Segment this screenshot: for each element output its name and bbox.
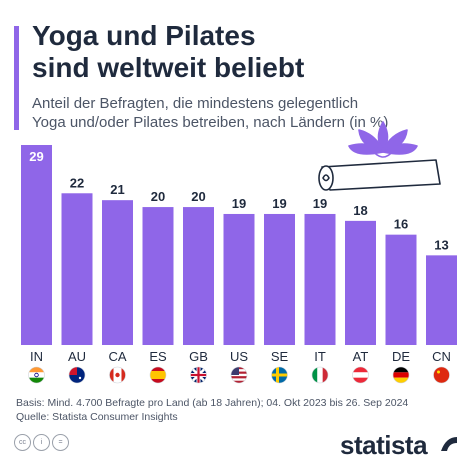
value-label-es: 20 — [151, 189, 165, 204]
lotus-illustration — [318, 121, 441, 191]
bar-it — [304, 213, 336, 345]
category-label-au: AU — [68, 349, 86, 364]
spain-flag-icon — [149, 366, 167, 384]
basis-note: Basis: Mind. 4.700 Befragte pro Land (ab… — [16, 397, 409, 409]
bar-at — [345, 220, 376, 345]
category-label-at: AT — [353, 349, 369, 364]
category-label-ca: CA — [108, 349, 126, 364]
chart-footer: Basis: Mind. 4.700 Befragte pro Land (ab… — [16, 396, 408, 424]
category-label-de: DE — [392, 349, 410, 364]
title-line-1: Yoga und Pilates — [32, 20, 256, 51]
value-label-au: 22 — [70, 175, 84, 190]
category-label-gb: GB — [189, 349, 208, 364]
category-label-us: US — [230, 349, 248, 364]
austria-flag-icon — [352, 366, 369, 384]
sweden-flag-icon — [271, 366, 288, 384]
subtitle-line-2: Yoga und/oder Pilates betreiben, nach Lä… — [32, 114, 389, 131]
no-derivatives-icon: = — [52, 434, 69, 451]
brand-logo[interactable]: statista — [340, 430, 428, 460]
bar-de — [385, 234, 417, 345]
italy-flag-icon — [311, 366, 329, 384]
value-label-gb: 20 — [191, 189, 205, 204]
attribution-icon: i — [33, 434, 50, 451]
bar-us — [223, 213, 255, 345]
value-label-at: 18 — [353, 203, 367, 218]
bar-es — [142, 207, 174, 345]
category-label-se: SE — [271, 349, 289, 364]
value-label-us: 19 — [232, 196, 246, 211]
bar-cn — [426, 255, 457, 345]
source-note: Quelle: Statista Consumer Insights — [16, 411, 178, 423]
category-label-it: IT — [314, 349, 326, 364]
statista-logo-icon — [441, 437, 457, 451]
australia-flag-icon — [68, 366, 86, 384]
india-flag-icon — [28, 366, 45, 384]
uk-flag-icon — [190, 366, 207, 384]
value-label-de: 16 — [394, 217, 408, 232]
value-label-ca: 21 — [110, 182, 124, 197]
title-line-2: sind weltweit beliebt — [32, 52, 305, 83]
category-label-in: IN — [30, 349, 43, 364]
bar-ca — [102, 200, 133, 345]
subtitle-line-1: Anteil der Befragten, die mindestens gel… — [32, 95, 359, 112]
usa-flag-icon — [230, 366, 248, 384]
china-flag-icon — [433, 366, 450, 384]
value-label-cn: 13 — [434, 237, 448, 252]
category-label-cn: CN — [432, 349, 451, 364]
value-label-it: 19 — [313, 196, 327, 211]
category-label-es: ES — [149, 349, 167, 364]
germany-flag-icon — [392, 366, 410, 384]
bar-se — [264, 213, 295, 345]
value-label-se: 19 — [272, 196, 286, 211]
bar-au — [61, 193, 93, 345]
value-label-in: 29 — [29, 149, 43, 164]
license-icons[interactable]: cc i = — [14, 434, 69, 451]
canada-flag-icon — [109, 366, 126, 384]
cc-icon: cc — [14, 434, 31, 451]
bar-gb — [183, 207, 214, 345]
accent-bar — [14, 26, 19, 130]
chart-title: Yoga und Pilates sind weltweit beliebt — [32, 20, 462, 84]
chart-subtitle: Anteil der Befragten, die mindestens gel… — [32, 94, 462, 132]
bar-in — [21, 145, 52, 345]
